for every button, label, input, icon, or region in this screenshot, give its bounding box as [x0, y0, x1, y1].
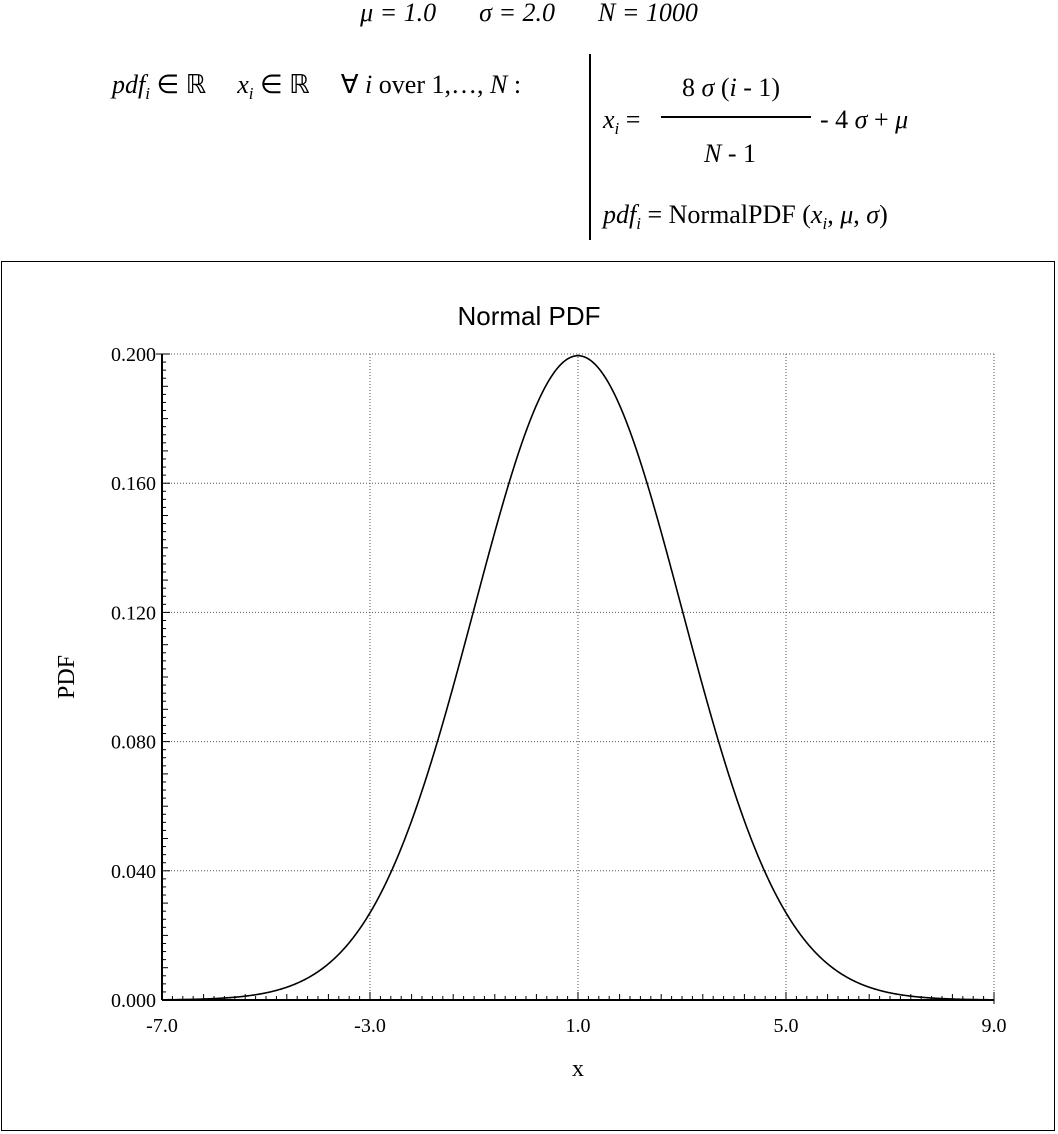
grid-layer [162, 353, 995, 1000]
range-N: N [489, 70, 508, 99]
system-bar [589, 54, 591, 240]
tail-minus-4: - 4 [820, 105, 855, 134]
parameters-line: μ = 1.0 σ = 2.0 N = 1000 [0, 0, 1058, 30]
x-subscript: i [248, 84, 254, 103]
eq2-sep2: , [853, 200, 867, 229]
variable-declaration: pdfi ∈ ℝ xi ∈ ℝ ∀ i over 1,…, N : [112, 70, 522, 103]
y-tick-label: 0.160 [111, 473, 156, 495]
eq-equals: = [619, 105, 641, 134]
x-axis-label: x [572, 1056, 584, 1082]
labels-layer: -7.0 -3.0 1.0 5.0 9.0 0.000 0.040 0.080 0.120 0.1… [111, 344, 1007, 1037]
num-8: 8 [682, 73, 702, 102]
range-text: over 1,…, [372, 70, 490, 99]
eq2-arg-sigma: σ [866, 200, 880, 229]
x-tick-label: 5.0 [774, 1015, 799, 1037]
real-set-1: ∈ ℝ [149, 70, 207, 99]
n-param: N = 1000 [598, 0, 698, 27]
num-sigma: σ [701, 73, 715, 102]
y-axis-label: PDF [54, 655, 80, 699]
eq2-sep1: , [827, 200, 841, 229]
real-set-2: ∈ ℝ [253, 70, 310, 99]
eq2-pdf: pdf [603, 200, 637, 229]
y-tick-label: 0.040 [111, 861, 156, 883]
eq2-normalpdf: = NormalPDF ( [640, 200, 811, 229]
eq-x-subscript: i [614, 119, 620, 138]
tail-sigma: σ [854, 105, 868, 134]
x-symbol: x [237, 70, 249, 99]
x-tick-label: -3.0 [354, 1015, 386, 1037]
y-tick-label: 0.000 [111, 990, 156, 1012]
den-minus-one: - 1 [721, 139, 757, 168]
series-layer [162, 354, 994, 1001]
pdf-subscript: i [145, 84, 150, 103]
plot-frame [1, 261, 1055, 1131]
pdf-symbol: pdf [112, 70, 146, 99]
pdf-equation: pdfi = NormalPDF (xi, μ, σ) [603, 200, 888, 233]
x-equation-lhs: xi = [603, 105, 641, 138]
colon: : [507, 70, 522, 99]
y-tick-label: 0.200 [111, 344, 156, 366]
x-tick-label: 9.0 [982, 1015, 1007, 1037]
fraction-numerator: 8 σ (i - 1) [682, 75, 780, 101]
x-tick-label: 1.0 [566, 1015, 591, 1037]
eq2-arg-x: x [810, 200, 823, 229]
axes-layer [156, 353, 995, 1004]
index-i: i [365, 70, 373, 99]
forall-symbol: ∀ [340, 70, 366, 99]
num-paren: ( [714, 73, 730, 102]
num-i: i [729, 73, 737, 102]
eq2-pdf-subscript: i [636, 214, 641, 233]
chart-title: Normal PDF [457, 301, 600, 331]
eq2-arg-x-subscript: i [822, 214, 828, 233]
x-equation-tail: - 4 σ + μ [820, 107, 908, 133]
fraction-denominator: N - 1 [704, 141, 756, 167]
eq2-arg-mu: μ [840, 200, 854, 229]
fraction-bar [661, 116, 811, 118]
eq-x-symbol: x [603, 105, 615, 134]
tail-plus: + [867, 105, 896, 134]
tail-mu: μ [895, 105, 909, 134]
num-minus-one: - 1) [736, 73, 781, 102]
x-tick-label: -7.0 [146, 1015, 178, 1037]
mu-param: μ = 1.0 [360, 0, 437, 27]
y-tick-label: 0.120 [111, 602, 156, 624]
sigma-param: σ = 2.0 [479, 0, 556, 27]
eq2-close: ) [879, 200, 888, 229]
pdf-curve-line [162, 354, 994, 1001]
y-tick-label: 0.080 [111, 732, 156, 754]
den-N: N [704, 139, 722, 168]
